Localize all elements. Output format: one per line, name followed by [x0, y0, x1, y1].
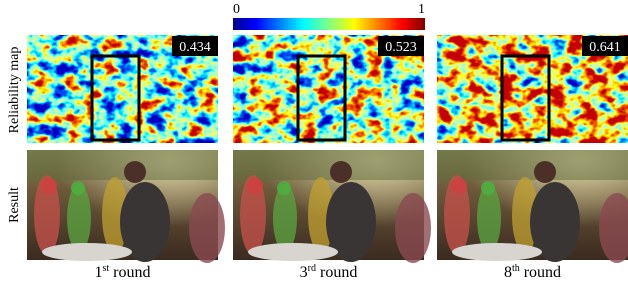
caption-suffix: rd — [308, 263, 316, 274]
score: 0.523 — [385, 40, 417, 55]
caption-number: 3 — [300, 264, 308, 281]
row-label: Reliability map — [7, 47, 22, 134]
head-green — [481, 181, 495, 195]
foliage — [27, 150, 218, 180]
score: 0.434 — [179, 40, 211, 55]
head-red — [41, 178, 57, 194]
caption-word: round — [320, 264, 357, 281]
scooter — [42, 243, 132, 261]
result-image — [27, 150, 225, 263]
person-right — [189, 193, 225, 263]
row-label: Result — [7, 187, 22, 223]
result-image — [233, 150, 431, 263]
head-red — [247, 178, 263, 194]
caption-word: round — [524, 264, 561, 281]
foliage — [233, 150, 424, 180]
caption-word: round — [113, 264, 150, 281]
head-green — [71, 181, 85, 195]
colorbar-max: 1 — [418, 2, 425, 17]
result-image — [437, 150, 628, 263]
head-green — [277, 181, 291, 195]
head-red — [451, 178, 467, 194]
scooter — [248, 243, 338, 261]
figure: 0 1 Reliability map Result 0.4341stround… — [0, 0, 628, 282]
score: 0.641 — [589, 40, 621, 55]
head-dark — [330, 161, 352, 183]
colorbar — [233, 18, 425, 30]
person-right — [395, 193, 431, 263]
foliage — [437, 150, 628, 180]
caption-number: 1 — [95, 264, 103, 281]
head-dark — [124, 161, 146, 183]
caption-number: 8 — [504, 264, 512, 281]
colorbar-min: 0 — [233, 2, 240, 17]
head-dark — [534, 161, 556, 183]
caption-suffix: st — [103, 263, 110, 274]
scooter — [452, 243, 542, 261]
caption-suffix: th — [512, 263, 520, 274]
